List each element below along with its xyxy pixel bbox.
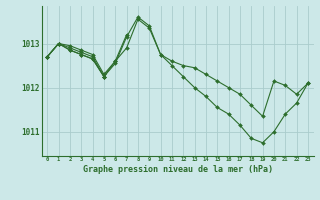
X-axis label: Graphe pression niveau de la mer (hPa): Graphe pression niveau de la mer (hPa)	[83, 165, 273, 174]
